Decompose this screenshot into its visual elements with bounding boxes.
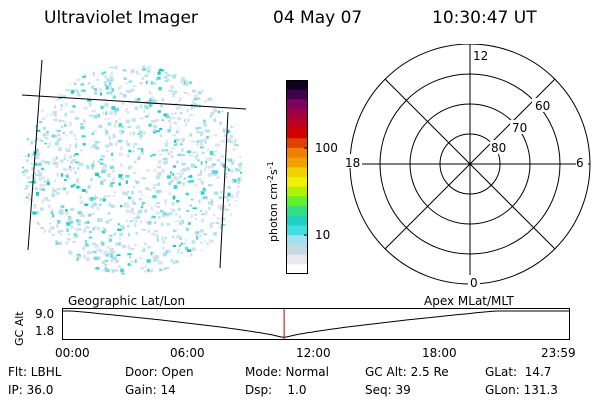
colorbar-cell [286,118,308,130]
info-ip: IP: 36.0 [8,383,54,397]
timeline-y-tick-low: 1.8 [35,324,55,338]
mlt-label-18: 18 [345,156,360,170]
colorbar-cell [286,264,308,275]
timeline-y-label: GC Alt [13,311,26,346]
uv-image-panel [21,59,247,275]
mlt-label-12: 12 [473,49,488,63]
latitude-line [21,94,247,110]
info-seq: Seq: 39 [365,383,411,397]
colorbar-cell [286,109,308,120]
colorbar-label-unit: photon cm [267,183,280,242]
ring-label-60: 60 [535,99,550,113]
colorbar-cell [286,254,308,265]
time-label: 10:30:47 UT [432,8,537,28]
info-filter: Flt: LBHL [8,365,62,379]
colorbar-cell [286,99,308,110]
colorbar-cell [286,196,308,207]
colorbar-cell [286,235,308,246]
info-dsp: Dsp: 1.0 [245,383,307,397]
svg-text:photon cm-2s-1: photon cm-2s-1 [266,161,280,242]
colorbar-tick-10: 10 [315,228,331,242]
colorbar-cell [286,128,308,139]
colorbar [286,80,308,275]
mlt-label-0: 0 [470,276,478,290]
colorbar-label: photon cm-2s-1 [266,161,280,242]
ring-label-70: 70 [512,121,527,135]
colorbar-cell [286,206,308,217]
timeline-plot [62,308,570,340]
timeline-x-tick-0600: 06:00 [170,346,205,360]
timeline-x-tick-1200: 12:00 [296,346,331,360]
timeline-x-tick-0000: 00:00 [55,346,90,360]
colorbar-tick-100: 100 [315,141,338,155]
colorbar-cell [286,80,308,91]
diagonal-2 [384,78,556,250]
longitude-line-left [27,59,43,251]
info-gc-alt: GC Alt: 2.5 Re [365,365,449,379]
longitude-line-right [219,111,229,269]
polar-mlat-mlt-plot: 12 0 18 6 60 70 80 [344,44,591,290]
colorbar-cell [286,244,308,256]
colorbar-cell [286,157,308,168]
date-label: 04 May 07 [273,8,363,28]
timeline-left-label: Geographic Lat/Lon [68,294,186,308]
colorbar-cell [286,147,308,159]
colorbar-cell [286,89,308,100]
info-glat: GLat: 14.7 [485,365,552,379]
mlt-label-6: 6 [576,156,584,170]
info-door: Door: Open [125,365,194,379]
colorbar-cell [286,225,308,236]
uv-emission-speckles [22,65,242,275]
info-mode: Mode: Normal [245,365,329,379]
timeline-x-tick-1800: 18:00 [422,346,457,360]
colorbar-cell [286,177,308,188]
info-gain: Gain: 14 [125,383,176,397]
timeline-x-tick-2359: 23:59 [541,346,576,360]
colorbar-cell [286,167,308,178]
svg-text:GC Alt: GC Alt [13,311,26,346]
altitude-curve [62,310,569,338]
instrument-title: Ultraviolet Imager [44,8,198,28]
colorbar-cell [286,186,308,197]
colorbar-cell [286,138,308,149]
ring-label-80: 80 [491,141,506,155]
colorbar-cell [286,215,308,227]
timeline-right-label: Apex MLat/MLT [424,294,514,308]
timeline-y-tick-high: 9.0 [35,307,55,321]
info-glon: GLon: 131.3 [485,383,558,397]
